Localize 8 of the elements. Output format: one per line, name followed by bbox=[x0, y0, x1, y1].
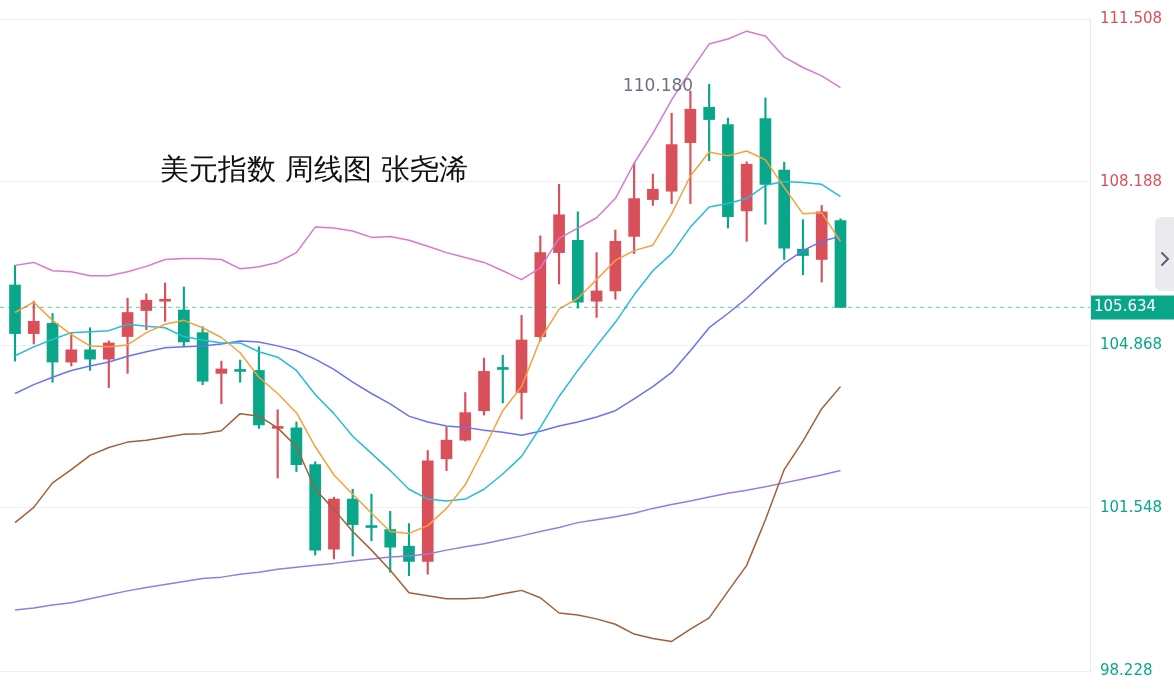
text: 美元指数 周线图 张尧浠 bbox=[160, 151, 469, 186]
ref-line-label: 105.634 bbox=[1094, 297, 1157, 316]
y-tick-label: 98.228 bbox=[1100, 660, 1153, 679]
y-tick-label: 101.548 bbox=[1100, 497, 1163, 516]
y-tick-label: 104.868 bbox=[1100, 334, 1163, 353]
y-tick-label: 111.508 bbox=[1100, 8, 1163, 27]
candlestick bbox=[365, 493, 378, 542]
y-tick-label: 108.188 bbox=[1100, 171, 1163, 190]
